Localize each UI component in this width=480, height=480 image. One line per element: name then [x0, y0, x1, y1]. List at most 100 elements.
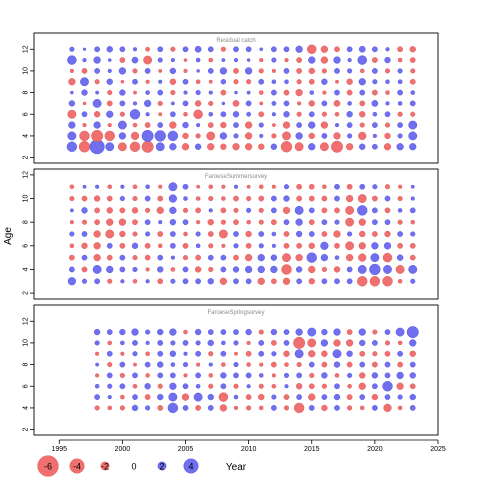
- bubble: [359, 183, 366, 190]
- bubble: [372, 405, 378, 411]
- bubble: [82, 123, 87, 128]
- bubble: [371, 242, 379, 250]
- bubble: [106, 78, 113, 85]
- bubble: [132, 196, 138, 202]
- bubble: [384, 184, 391, 190]
- bubble: [409, 143, 417, 151]
- bubble: [154, 130, 166, 142]
- bubble: [359, 350, 366, 357]
- bubble: [119, 100, 126, 107]
- bubble: [182, 266, 189, 273]
- bubble: [259, 90, 264, 95]
- x-tick-label: 2020: [367, 446, 383, 453]
- bubble: [283, 219, 290, 226]
- bubble: [221, 58, 226, 63]
- bubble: [233, 372, 239, 379]
- bubble: [70, 90, 74, 95]
- bubble: [409, 57, 416, 63]
- bubble: [94, 207, 100, 214]
- bubble: [82, 101, 87, 106]
- bubble: [170, 231, 176, 237]
- bubble: [334, 373, 340, 378]
- bubble: [372, 383, 378, 390]
- bubble: [182, 405, 189, 411]
- bubble: [410, 278, 416, 284]
- bubble: [308, 393, 316, 401]
- bubble: [107, 278, 113, 284]
- bubble: [170, 90, 176, 96]
- bubble: [283, 195, 290, 202]
- bubble: [397, 79, 403, 85]
- bubble: [144, 394, 151, 400]
- bubble: [132, 122, 138, 128]
- bubble: [359, 100, 366, 107]
- bubble: [259, 184, 264, 189]
- bubble: [132, 68, 138, 74]
- bubble: [80, 77, 89, 87]
- bubble: [308, 242, 315, 249]
- legend-item: 4: [183, 458, 199, 474]
- bubble: [385, 101, 390, 106]
- bubble: [119, 266, 126, 273]
- bubble: [360, 68, 365, 74]
- bubble: [170, 46, 176, 52]
- bubble: [170, 101, 175, 106]
- bubble: [233, 195, 239, 202]
- bubble: [346, 339, 354, 347]
- bubble: [396, 143, 404, 151]
- bubble: [246, 384, 251, 389]
- y-tick-label: 12: [23, 317, 30, 325]
- bubble: [307, 44, 317, 54]
- bubble: [207, 143, 215, 151]
- bubble: [295, 328, 303, 336]
- bubble: [233, 231, 239, 237]
- bubble: [410, 184, 415, 189]
- bubble: [245, 372, 252, 379]
- panel-2: FaroeseSummersurvey 2 4 6 8 10 12: [23, 168, 439, 300]
- bubble: [144, 254, 151, 261]
- bubble: [296, 362, 302, 368]
- bubble: [194, 100, 202, 107]
- bubble: [93, 195, 101, 202]
- bubble: [258, 207, 264, 213]
- bubble: [219, 404, 227, 412]
- bubble: [144, 219, 151, 226]
- bubble: [195, 57, 201, 63]
- bubble: [321, 133, 328, 139]
- bubble: [283, 329, 290, 335]
- bubble: [283, 350, 290, 357]
- bubble: [346, 78, 353, 85]
- bubble: [194, 328, 202, 336]
- bubble: [220, 121, 227, 129]
- bubble: [258, 68, 264, 74]
- bubble: [157, 393, 164, 401]
- bubble: [219, 277, 227, 285]
- bubble: [383, 403, 392, 413]
- bubble: [169, 206, 177, 214]
- bubble: [221, 340, 226, 346]
- bubble: [245, 278, 252, 285]
- bubble: [284, 384, 289, 389]
- bubble: [132, 47, 138, 52]
- bubble: [170, 362, 176, 367]
- bubble: [233, 219, 239, 226]
- bubble: [397, 89, 403, 96]
- bubble: [308, 67, 315, 75]
- bubble: [207, 405, 214, 411]
- panel-title: FaroeseSpringsurvey: [207, 310, 264, 316]
- bubble: [218, 392, 229, 402]
- bubble: [182, 183, 189, 190]
- bubble: [283, 231, 290, 237]
- bubble: [119, 46, 126, 53]
- bubble: [145, 207, 151, 213]
- bubble: [234, 351, 238, 356]
- y-tick-label: 6: [23, 244, 30, 248]
- bubble: [258, 111, 265, 118]
- bubble: [208, 362, 213, 367]
- bubble: [132, 219, 138, 226]
- bubble: [119, 242, 126, 249]
- bubble: [157, 57, 163, 63]
- bubble: [220, 329, 227, 335]
- bubble: [271, 340, 277, 346]
- bubble: [271, 133, 277, 139]
